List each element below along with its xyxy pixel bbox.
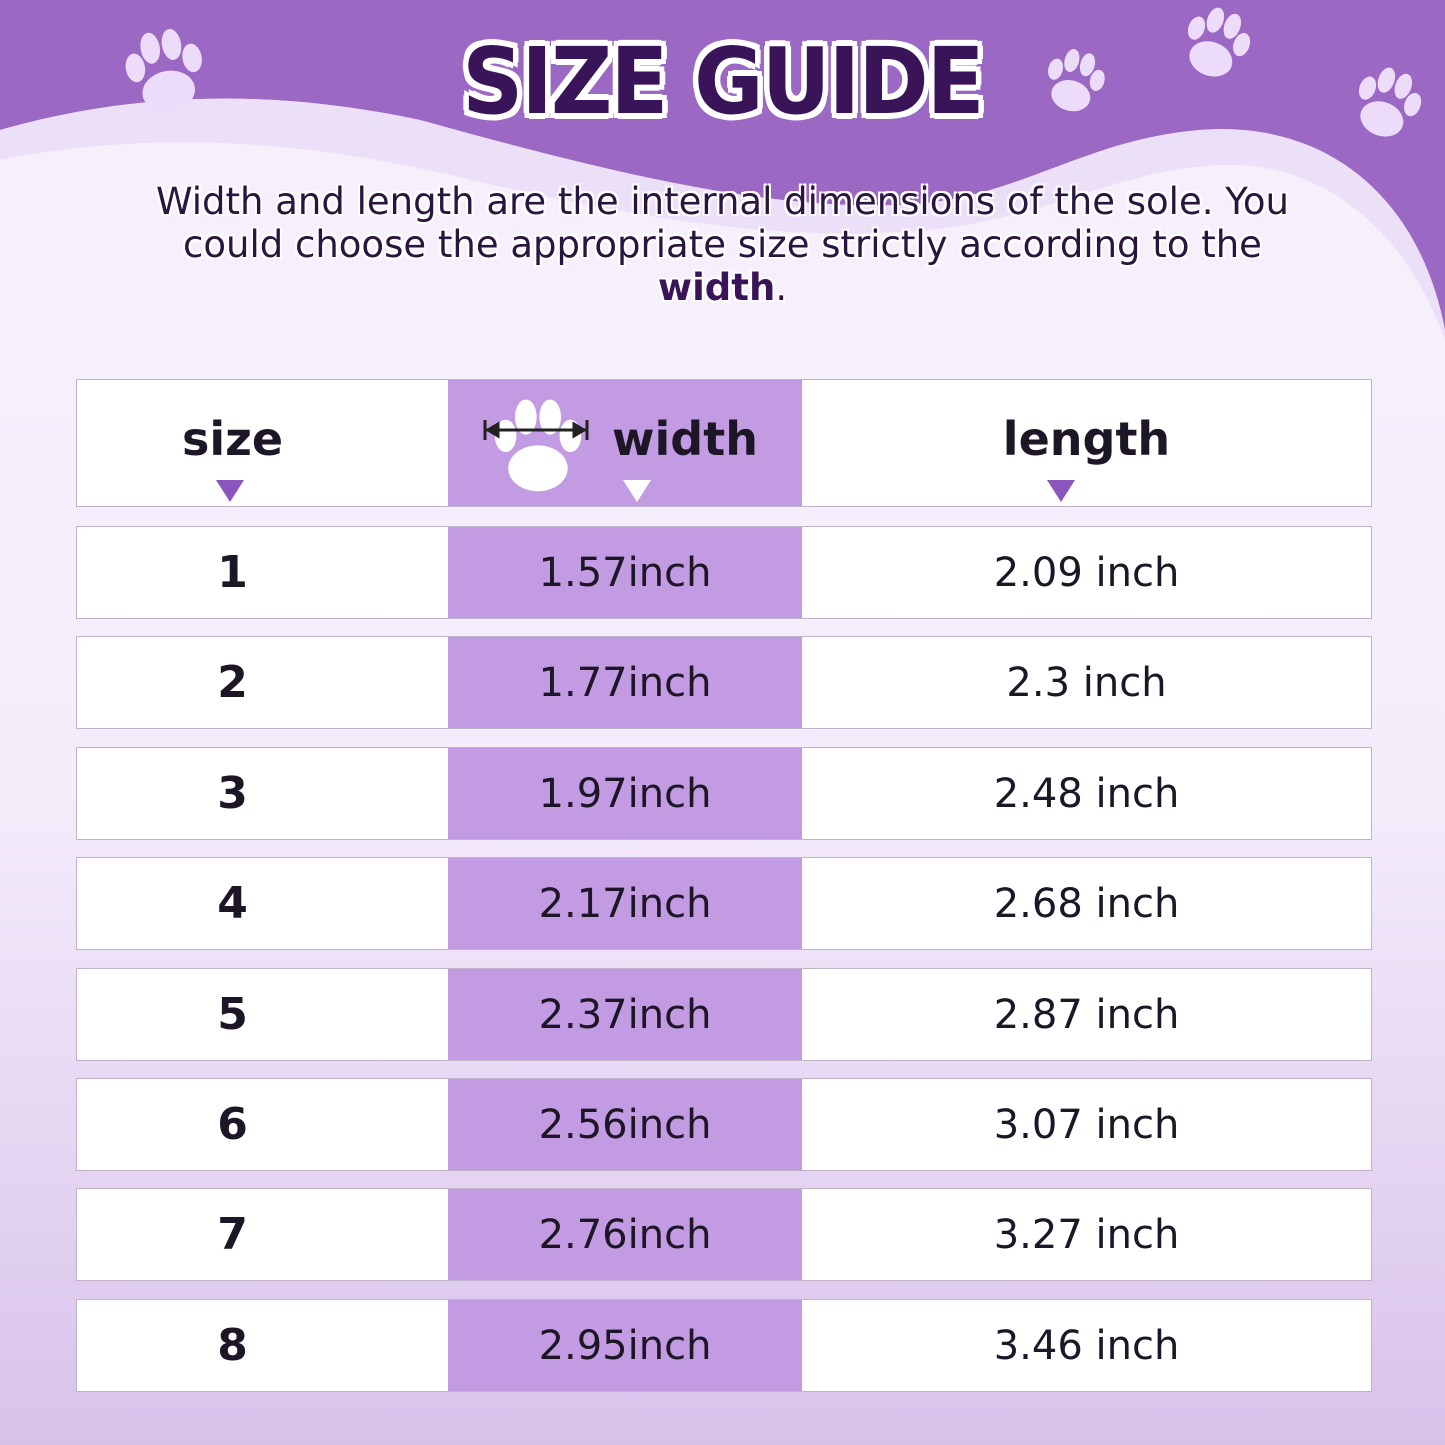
table-row: 1 1.57inch 2.09 inch: [76, 526, 1372, 619]
cell-length: 2.48 inch: [993, 770, 1180, 817]
intro-body: Width and length are the internal dimens…: [156, 180, 1289, 266]
intro-end: .: [775, 266, 788, 309]
cell-size: 4: [217, 878, 248, 929]
cell-length: 3.46 inch: [993, 1322, 1180, 1369]
intro-text: Width and length are the internal dimens…: [150, 180, 1295, 309]
table-row: 6 2.56inch 3.07 inch: [76, 1078, 1372, 1171]
intro-bold: width: [657, 266, 776, 309]
triangle-down-icon: [216, 480, 244, 502]
header-width: width: [448, 380, 802, 506]
table-row: 8 2.95inch 3.46 inch: [76, 1299, 1372, 1392]
table-row: 7 2.76inch 3.27 inch: [76, 1188, 1372, 1281]
cell-width: 1.77inch: [448, 637, 802, 728]
table-header: size width length: [76, 379, 1372, 507]
cell-size: 7: [217, 1209, 248, 1260]
cell-length: 2.87 inch: [993, 991, 1180, 1038]
cell-size: 8: [217, 1320, 248, 1371]
cell-size: 6: [217, 1099, 248, 1150]
page-title: SIZE GUIDE: [462, 28, 984, 135]
triangle-down-icon: [1047, 480, 1075, 502]
cell-width: 2.37inch: [448, 969, 802, 1060]
cell-size: 3: [217, 768, 248, 819]
paw-width-icon: [483, 399, 589, 492]
cell-size: 5: [217, 989, 248, 1040]
table-row: 2 1.77inch 2.3 inch: [76, 636, 1372, 729]
triangle-down-icon: [623, 480, 651, 502]
cell-width: 2.76inch: [448, 1189, 802, 1280]
cell-width: 2.56inch: [448, 1079, 802, 1170]
cell-length: 2.3 inch: [1006, 659, 1167, 706]
cell-size: 1: [217, 547, 248, 598]
cell-size: 2: [217, 657, 248, 708]
header-size-label: size: [181, 412, 284, 466]
cell-length: 3.07 inch: [993, 1101, 1180, 1148]
cell-length: 3.27 inch: [993, 1211, 1180, 1258]
cell-width: 2.17inch: [448, 858, 802, 949]
header-size: size: [77, 380, 448, 506]
table-row: 5 2.37inch 2.87 inch: [76, 968, 1372, 1061]
header-length: length: [802, 380, 1371, 506]
table-row: 4 2.17inch 2.68 inch: [76, 857, 1372, 950]
table-row: 3 1.97inch 2.48 inch: [76, 747, 1372, 840]
banner-background: [0, 0, 1445, 420]
cell-width: 1.57inch: [448, 527, 802, 618]
cell-length: 2.09 inch: [993, 549, 1180, 596]
header-length-label: length: [1002, 412, 1171, 466]
cell-length: 2.68 inch: [993, 880, 1180, 927]
cell-width: 1.97inch: [448, 748, 802, 839]
cell-width: 2.95inch: [448, 1300, 802, 1391]
header-width-label: width: [612, 412, 758, 466]
